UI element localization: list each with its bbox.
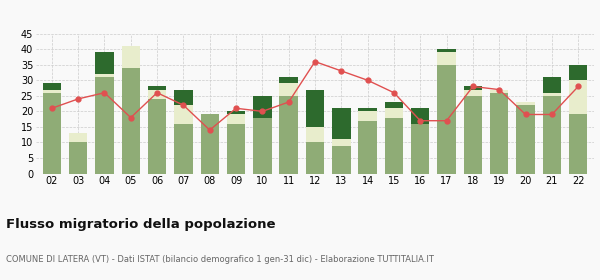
Bar [280,77,298,83]
Bar [95,52,113,74]
Bar [569,115,587,174]
Bar [332,108,350,139]
Bar [385,108,403,118]
Bar [437,52,456,65]
Bar [490,90,508,93]
Bar [174,124,193,174]
Bar [306,127,324,143]
Bar [306,90,324,127]
Bar [464,96,482,174]
Bar [437,49,456,52]
Bar [43,83,61,90]
Bar [227,115,245,124]
Bar [437,65,456,174]
Legend: Iscritti (da altri comuni), Iscritti (dall'estero), Iscritti (altri), Cancellati: Iscritti (da altri comuni), Iscritti (da… [82,0,548,3]
Bar [227,124,245,174]
Bar [517,102,535,105]
Bar [253,118,272,174]
Bar [280,96,298,174]
Bar [385,118,403,174]
Bar [332,146,350,174]
Bar [569,65,587,80]
Bar [411,108,430,124]
Bar [148,87,166,90]
Bar [148,90,166,99]
Bar [43,90,61,93]
Bar [280,83,298,96]
Bar [43,93,61,174]
Bar [542,77,561,93]
Bar [122,68,140,174]
Bar [148,99,166,174]
Bar [253,96,272,118]
Bar [95,77,113,174]
Bar [174,105,193,124]
Bar [542,93,561,96]
Bar [332,139,350,146]
Bar [69,143,88,174]
Bar [200,115,219,174]
Bar [69,133,88,143]
Bar [306,143,324,174]
Bar [358,108,377,111]
Bar [358,121,377,174]
Bar [95,74,113,77]
Bar [464,87,482,90]
Bar [174,90,193,105]
Bar [385,102,403,108]
Bar [358,111,377,121]
Text: Flusso migratorio della popolazione: Flusso migratorio della popolazione [6,218,275,231]
Bar [122,46,140,68]
Text: COMUNE DI LATERA (VT) - Dati ISTAT (bilancio demografico 1 gen-31 dic) - Elabora: COMUNE DI LATERA (VT) - Dati ISTAT (bila… [6,255,434,264]
Bar [411,124,430,174]
Bar [542,96,561,174]
Bar [490,93,508,174]
Bar [517,105,535,174]
Bar [464,90,482,96]
Bar [227,111,245,115]
Bar [569,80,587,115]
